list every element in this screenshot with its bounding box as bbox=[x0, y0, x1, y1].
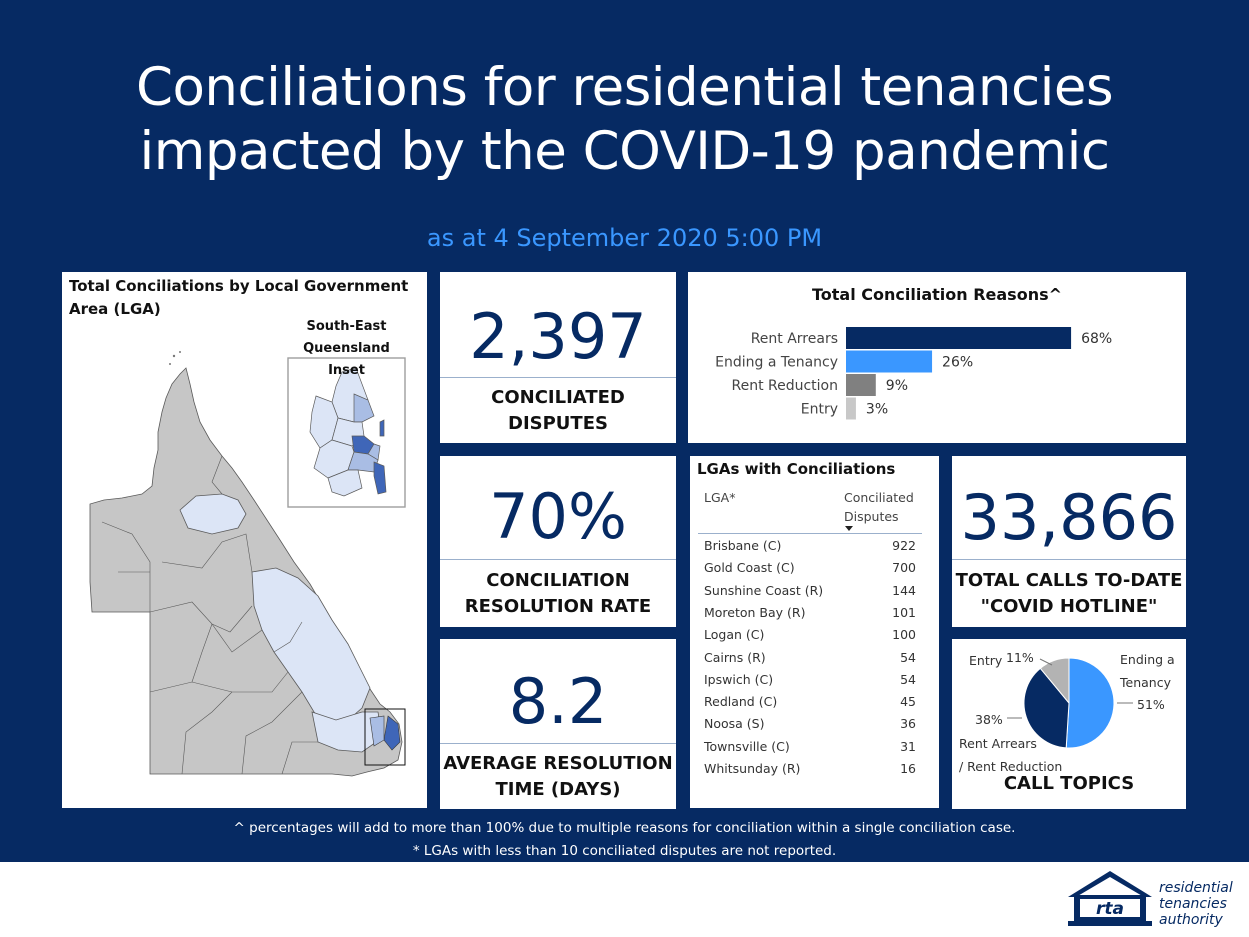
queensland-map bbox=[89, 351, 406, 777]
reasons-chart-title: Total Conciliation Reasons^ bbox=[811, 285, 1063, 304]
bar-3[interactable] bbox=[846, 397, 856, 420]
kpi-calls-label: TOTAL CALLS TO-DATE "COVID HOTLINE" bbox=[955, 570, 1183, 617]
lga-value: 31 bbox=[900, 738, 916, 754]
lga-value: 100 bbox=[892, 627, 916, 643]
lga-value: 54 bbox=[900, 649, 916, 665]
footnote-reasons: ^ percentages will add to more than 100%… bbox=[233, 820, 1016, 836]
footnote-lgas: * LGAs with less than 10 conciliated dis… bbox=[412, 843, 837, 859]
lga-value: 101 bbox=[892, 604, 916, 620]
bar-0[interactable] bbox=[846, 327, 1072, 349]
pie-label-arrears: Rent Arrears / Rent Reduction bbox=[959, 736, 1063, 774]
call-topics-panel: Ending a Tenancy 51% Entry 11% 38% Rent … bbox=[952, 639, 1186, 809]
table-row: Sunshine Coast (R) 144 bbox=[704, 580, 916, 602]
pie-value-entry: 11% bbox=[1006, 650, 1034, 665]
lga-name: Cairns (R) bbox=[704, 649, 766, 665]
kpi-disputes-value: 2,397 bbox=[469, 300, 647, 373]
kpi-calls-panel: 33,866 TOTAL CALLS TO-DATE "COVID HOTLIN… bbox=[952, 456, 1186, 627]
bar-category-label: Rent Reduction bbox=[731, 378, 838, 394]
col-header-disputes[interactable]: Conciliated Disputes bbox=[844, 490, 914, 524]
map-title: Total Conciliations by Local Government … bbox=[69, 277, 409, 318]
lga-value: 45 bbox=[900, 694, 916, 710]
kpi-time-panel: 8.2 AVERAGE RESOLUTION TIME (DAYS) bbox=[440, 639, 676, 809]
lga-name: Moreton Bay (R) bbox=[704, 604, 806, 620]
table-row: Logan (C) 100 bbox=[704, 624, 916, 646]
lga-name: Whitsunday (R) bbox=[704, 761, 801, 776]
bar-category-label: Entry bbox=[801, 402, 838, 418]
reasons-chart-panel: Total Conciliation Reasons^ Rent Arrears… bbox=[688, 272, 1186, 443]
bar-value-label: 9% bbox=[886, 378, 908, 394]
lga-name: Logan (C) bbox=[704, 627, 765, 643]
table-row: Cairns (R) 54 bbox=[704, 647, 916, 669]
table-row: Moreton Bay (R) 101 bbox=[704, 602, 916, 624]
lga-table-panel: LGAs with Conciliations LGA* Conciliated… bbox=[690, 456, 939, 808]
lga-name: Sunshine Coast (R) bbox=[704, 582, 824, 598]
pie-label-entry: Entry bbox=[969, 653, 1003, 668]
bar-category-label: Ending a Tenancy bbox=[715, 355, 838, 371]
bar-value-label: 3% bbox=[866, 402, 888, 418]
title-line-1: Conciliations for residential tenancies bbox=[135, 57, 1114, 118]
lga-value: 36 bbox=[900, 716, 916, 732]
pie-slice-1[interactable] bbox=[1023, 667, 1070, 749]
rta-logo-mark: rta bbox=[1068, 871, 1152, 926]
lga-name: Noosa (S) bbox=[704, 716, 765, 732]
lga-name: Redland (C) bbox=[704, 694, 778, 710]
table-row: Gold Coast (C) 700 bbox=[704, 557, 916, 579]
kpi-rate-value: 70% bbox=[489, 480, 627, 553]
table-row: Redland (C) 45 bbox=[704, 691, 916, 713]
kpi-rate-label: CONCILIATION RESOLUTION RATE bbox=[464, 570, 652, 617]
lga-value: 54 bbox=[900, 671, 916, 687]
lga-table-title: LGAs with Conciliations bbox=[697, 460, 896, 478]
rta-logo-text: residential tenancies authority bbox=[1159, 880, 1233, 928]
table-row: Noosa (S) 36 bbox=[704, 713, 916, 735]
lga-value: 16 bbox=[900, 761, 916, 776]
table-header-rule bbox=[698, 533, 922, 534]
kpi-time-label: AVERAGE RESOLUTION TIME (DAYS) bbox=[443, 753, 673, 800]
lga-value: 144 bbox=[892, 582, 916, 598]
bar-1[interactable] bbox=[846, 350, 933, 373]
col-header-lga[interactable]: LGA* bbox=[704, 490, 736, 505]
pie-slice-2[interactable] bbox=[1039, 657, 1070, 705]
pie-value-arrears: 38% bbox=[975, 712, 1003, 727]
call-topics-title: CALL TOPICS bbox=[1003, 773, 1135, 794]
table-row: Ipswich (C) 54 bbox=[704, 669, 916, 691]
call-topics-pie bbox=[1007, 657, 1133, 749]
pie-value-ending: 51% bbox=[1137, 697, 1165, 712]
reasons-bar-chart: Rent Arrears 68% Ending a Tenancy 26% Rent R… bbox=[715, 327, 1112, 420]
bar-value-label: 68% bbox=[1081, 331, 1112, 347]
table-row: Whitsunday (R) 16 bbox=[704, 758, 916, 780]
inset-locator-box bbox=[364, 708, 406, 766]
seq-inset-map bbox=[309, 367, 387, 497]
lga-region-north bbox=[179, 493, 247, 535]
sort-desc-icon[interactable] bbox=[845, 526, 853, 531]
pie-leader-line bbox=[1039, 658, 1053, 666]
lga-name: Brisbane (C) bbox=[704, 538, 782, 553]
page-subtitle: as at 4 September 2020 5:00 PM bbox=[426, 224, 823, 252]
kpi-disputes-label: CONCILIATED DISPUTES bbox=[491, 387, 625, 434]
kpi-rate-panel: 70% CONCILIATION RESOLUTION RATE bbox=[440, 456, 676, 627]
pie-label-ending: Ending a Tenancy bbox=[1120, 652, 1175, 690]
pie-slice-0[interactable] bbox=[1065, 657, 1115, 749]
lga-value: 700 bbox=[892, 560, 916, 576]
bar-value-label: 26% bbox=[942, 355, 973, 371]
kpi-disputes-panel: 2,397 CONCILIATED DISPUTES bbox=[440, 272, 676, 443]
lga-boundaries bbox=[101, 455, 318, 775]
lga-name: Gold Coast (C) bbox=[704, 560, 795, 576]
lga-value: 922 bbox=[892, 538, 916, 553]
inset-title: South-East Queensland Inset bbox=[303, 319, 390, 378]
bar-category-label: Rent Arrears bbox=[751, 331, 838, 347]
page-title: Conciliations for residential tenancies … bbox=[0, 56, 1249, 184]
title-line-2: impacted by the COVID-19 pandemic bbox=[139, 121, 1110, 182]
rta-logo-mark-text: rta bbox=[1096, 899, 1124, 919]
table-row: Townsville (C) 31 bbox=[704, 736, 916, 758]
map-panel: Total Conciliations by Local Government … bbox=[62, 272, 427, 808]
table-row: Brisbane (C) 922 bbox=[704, 535, 916, 557]
lga-region-seq bbox=[383, 715, 401, 751]
kpi-calls-value: 33,866 bbox=[960, 481, 1178, 554]
kpi-time-value: 8.2 bbox=[508, 665, 608, 738]
lga-name: Townsville (C) bbox=[704, 738, 790, 754]
bar-2[interactable] bbox=[846, 374, 876, 396]
lga-region-seq-mid bbox=[369, 715, 385, 747]
lga-name: Ipswich (C) bbox=[704, 671, 774, 687]
